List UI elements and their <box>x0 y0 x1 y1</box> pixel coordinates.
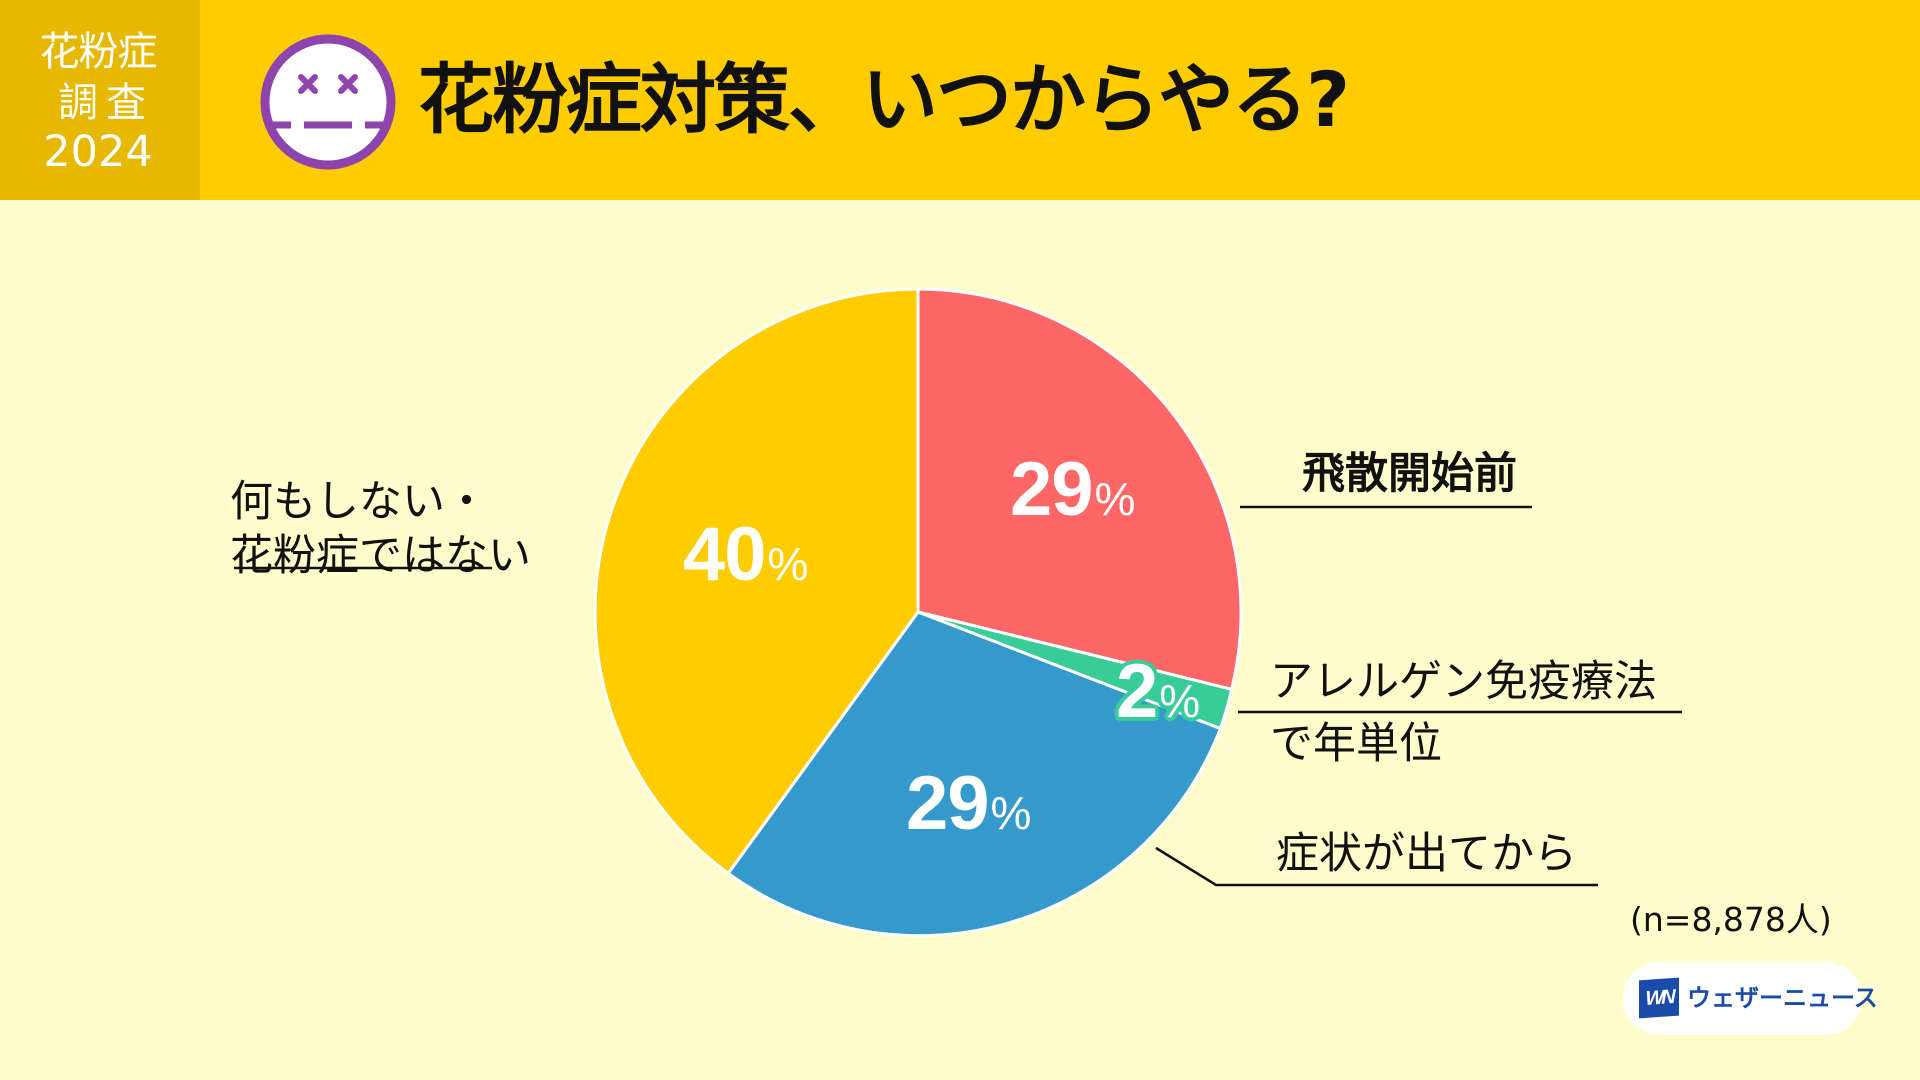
survey-badge: 花粉症 調査 2024 <box>0 0 200 200</box>
slice-nothing <box>593 287 920 876</box>
logo-text: ウェザーニュース <box>1687 984 1878 1012</box>
wn-logo-icon: WN <box>1639 977 1679 1019</box>
header-bar: 花粉症 調査 2024 花粉症対策、いつからやる? <box>0 0 1920 200</box>
label-before-pollen: 飛散開始前 <box>1302 449 1517 499</box>
pct-after-symptoms: 29% <box>906 761 1032 846</box>
slice-after-symptoms <box>726 610 1223 938</box>
badge-line-2: 調査 <box>58 80 154 126</box>
dizzy-face-icon <box>260 34 396 170</box>
leader-after-symptoms <box>1155 846 1598 887</box>
page-title: 花粉症対策、いつからやる? <box>418 55 1350 144</box>
badge-year: 2024 <box>43 127 153 177</box>
slice-before-pollen <box>916 287 1243 692</box>
label-allergen-line-1: アレルゲン免疫療法 <box>1270 657 1657 707</box>
label-nothing-line-1: 何もしない・ <box>230 477 488 527</box>
label-after-symptoms: 症状が出てから <box>1276 829 1577 879</box>
pct-allergen-immunotherapy: 2% <box>1116 649 1201 734</box>
pct-before-pollen: 29% <box>1010 447 1136 532</box>
label-nothing-line-2: 花粉症ではない <box>230 531 531 581</box>
badge-line-1: 花粉症 <box>39 29 158 75</box>
label-allergen-line-2: で年単位 <box>1270 719 1442 769</box>
sample-size: (n=8,878人) <box>1630 900 1832 939</box>
weathernews-logo: WN ウェザーニュース <box>1623 962 1878 1035</box>
pct-nothing: 40% <box>683 512 809 597</box>
